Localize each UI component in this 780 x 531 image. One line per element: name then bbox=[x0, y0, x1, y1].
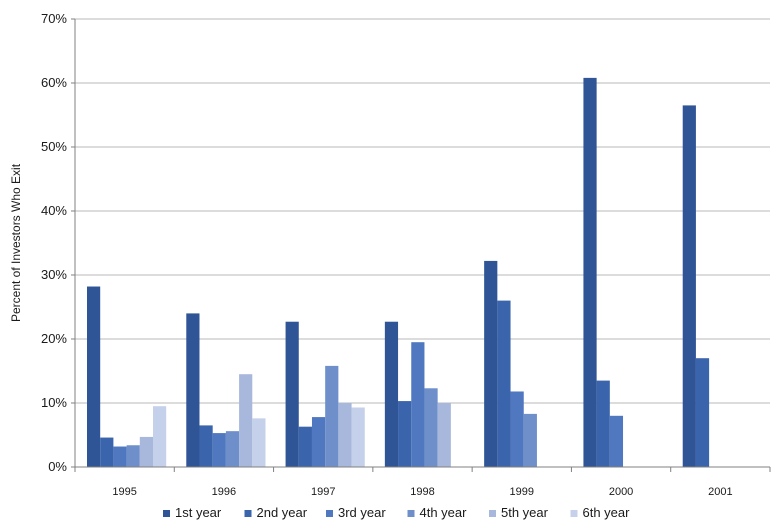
bar bbox=[113, 446, 127, 467]
bar bbox=[510, 391, 524, 467]
y-tick-label: 50% bbox=[41, 139, 67, 154]
bar bbox=[87, 286, 101, 467]
x-tick-label: 1998 bbox=[410, 486, 434, 498]
bar bbox=[609, 415, 624, 467]
legend-swatch bbox=[163, 510, 170, 517]
bar bbox=[199, 425, 213, 467]
bar bbox=[411, 342, 425, 467]
legend-item: 5th year bbox=[489, 505, 549, 520]
x-tick-label: 2001 bbox=[708, 486, 732, 498]
y-axis-title: Percent of Investors Who Exit bbox=[9, 163, 23, 322]
legend-item: 2nd year bbox=[244, 505, 308, 520]
bar bbox=[311, 417, 326, 467]
bar bbox=[126, 445, 140, 467]
bar bbox=[682, 105, 696, 468]
bar bbox=[583, 77, 597, 467]
legend-swatch bbox=[244, 510, 252, 517]
legend-label: 4th year bbox=[420, 505, 468, 520]
bar bbox=[424, 388, 438, 467]
y-tick-label: 10% bbox=[41, 395, 67, 410]
bar bbox=[252, 418, 266, 467]
legend-label: 5th year bbox=[501, 505, 549, 520]
legend-item: 1st year bbox=[163, 505, 222, 520]
legend-label: 2nd year bbox=[257, 505, 308, 520]
legend-item: 3rd year bbox=[326, 505, 386, 520]
legend-swatch bbox=[407, 510, 415, 517]
y-tick-label: 0% bbox=[48, 459, 67, 474]
y-tick-label: 60% bbox=[41, 75, 67, 90]
y-tick-label: 70% bbox=[41, 11, 67, 26]
bar bbox=[225, 431, 240, 467]
legend-swatch bbox=[326, 510, 333, 517]
bar bbox=[298, 426, 312, 467]
x-tick-label: 2000 bbox=[609, 486, 633, 498]
x-tick-label: 1995 bbox=[112, 486, 136, 498]
x-tick-label: 1996 bbox=[212, 486, 236, 498]
bar bbox=[100, 437, 114, 467]
bar bbox=[484, 260, 498, 467]
y-tick-label: 20% bbox=[41, 331, 67, 346]
legend-label: 3rd year bbox=[338, 505, 386, 520]
legend-item: 4th year bbox=[407, 505, 468, 520]
y-tick-label: 30% bbox=[41, 267, 67, 282]
bar bbox=[325, 365, 339, 467]
legend-swatch bbox=[489, 510, 496, 517]
legend: 1st year 2nd year 3rd year 4th year 5th year… bbox=[163, 505, 630, 520]
bar bbox=[212, 433, 226, 467]
bar bbox=[398, 401, 412, 467]
bar bbox=[437, 403, 451, 467]
bar bbox=[338, 403, 352, 467]
bar bbox=[153, 406, 167, 467]
bar bbox=[596, 380, 610, 467]
x-tick-label: 1999 bbox=[510, 486, 534, 498]
x-tick-labels: 1995 1996 1997 1998 1999 2000 2001 bbox=[112, 486, 732, 498]
x-tick-label: 1997 bbox=[311, 486, 335, 498]
legend-label: 1st year bbox=[175, 505, 222, 520]
bar bbox=[523, 413, 537, 467]
bar bbox=[351, 407, 365, 467]
y-tick-label: 40% bbox=[41, 203, 67, 218]
bar bbox=[497, 300, 511, 467]
bar bbox=[285, 321, 299, 467]
legend-label: 6th year bbox=[583, 505, 631, 520]
bar bbox=[695, 358, 710, 467]
bar bbox=[384, 321, 399, 467]
legend-swatch bbox=[570, 510, 578, 517]
bars bbox=[87, 77, 710, 468]
bar bbox=[186, 313, 200, 467]
bar bbox=[239, 374, 253, 467]
axes bbox=[71, 18, 771, 472]
legend-item: 6th year bbox=[570, 505, 631, 520]
bar bbox=[139, 436, 153, 467]
y-tick-labels: 0% 10% 20% 30% 40% 50% 60% 70% bbox=[41, 11, 67, 474]
